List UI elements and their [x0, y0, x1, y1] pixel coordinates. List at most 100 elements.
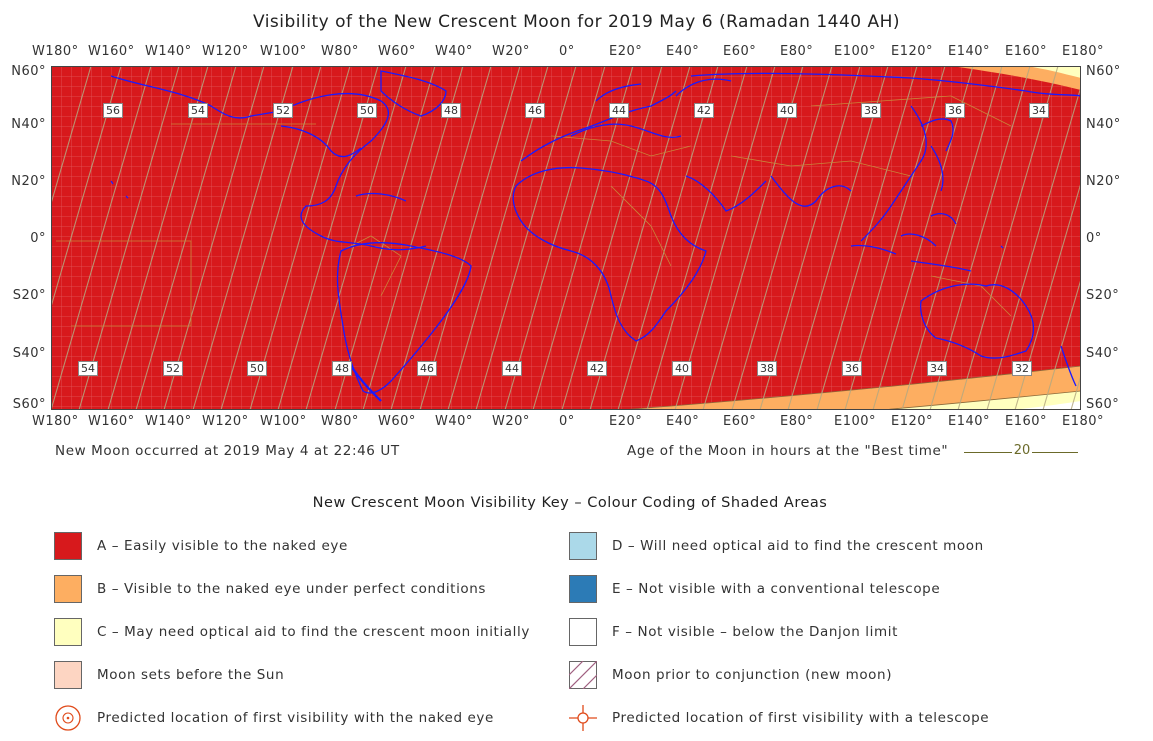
- lon-label: E60°: [723, 414, 757, 429]
- zone-d-swatch: [569, 532, 597, 560]
- crosshair-icon: [569, 705, 597, 731]
- lon-label: W60°: [378, 44, 416, 59]
- age-contour-lines: [51, 66, 1081, 410]
- age-label: 50: [357, 103, 377, 118]
- visibility-map: [51, 66, 1081, 410]
- lon-label: W140°: [145, 44, 192, 59]
- lon-label: E100°: [834, 44, 877, 59]
- hatched-swatch-icon: [569, 661, 597, 689]
- zone-c-region-north: [1026, 66, 1081, 78]
- lat-label: N60°: [11, 64, 46, 79]
- key-label-naked-eye: Predicted location of first visibility w…: [97, 710, 494, 726]
- lon-label: E60°: [723, 44, 757, 59]
- north-america-coast: [110, 75, 427, 251]
- age-label: 40: [777, 103, 797, 118]
- lon-label: W180°: [32, 44, 79, 59]
- circle-dot-icon: [55, 705, 81, 731]
- age-label: 44: [609, 103, 629, 118]
- lat-label: S20°: [12, 288, 46, 303]
- zone-a-swatch: [54, 532, 82, 560]
- age-label: 46: [525, 103, 545, 118]
- lat-label: S40°: [12, 346, 46, 361]
- lon-label: W160°: [88, 414, 135, 429]
- age-label: 42: [587, 361, 607, 376]
- key-label-b: B – Visible to the naked eye under perfe…: [97, 581, 487, 597]
- zone-c-region: [881, 391, 1081, 410]
- lat-label: 0°: [1086, 231, 1102, 246]
- lon-label: W160°: [88, 44, 135, 59]
- age-label: 50: [247, 361, 267, 376]
- age-label: 32: [1012, 361, 1032, 376]
- lon-label: E140°: [948, 44, 991, 59]
- key-label-c: C – May need optical aid to find the cre…: [97, 624, 530, 640]
- lon-label: W60°: [378, 414, 416, 429]
- country-borders: [56, 95, 1012, 327]
- key-label-f: F – Not visible – below the Danjon limit: [612, 624, 898, 640]
- age-label: 40: [672, 361, 692, 376]
- age-label: 54: [188, 103, 208, 118]
- lon-label: W180°: [32, 414, 79, 429]
- lon-label: W120°: [202, 44, 249, 59]
- lon-label: W100°: [260, 44, 307, 59]
- lon-label: W20°: [492, 414, 530, 429]
- map-grid: [51, 66, 1081, 410]
- lon-label: E20°: [609, 44, 643, 59]
- lat-label: S20°: [1086, 288, 1120, 303]
- lon-label: E160°: [1005, 414, 1048, 429]
- lon-label: W40°: [435, 44, 473, 59]
- lon-label: E40°: [666, 44, 700, 59]
- key-label-telescope: Predicted location of first visibility w…: [612, 710, 990, 726]
- age-label: 34: [1029, 103, 1049, 118]
- africa-coast: [512, 166, 707, 342]
- zone-c-swatch: [54, 618, 82, 646]
- age-label: 48: [441, 103, 461, 118]
- age-label: 46: [417, 361, 437, 376]
- lon-label: E160°: [1005, 44, 1048, 59]
- zone-b-swatch: [54, 575, 82, 603]
- lon-label: E180°: [1062, 44, 1105, 59]
- map-title: Visibility of the New Crescent Moon for …: [252, 12, 901, 32]
- lat-label: N20°: [11, 174, 46, 189]
- age-label: 44: [502, 361, 522, 376]
- age-label: 38: [861, 103, 881, 118]
- new-moon-note: New Moon occurred at 2019 May 4 at 22:46…: [55, 443, 400, 459]
- moon-sets-swatch: [54, 661, 82, 689]
- age-legend-value: 20: [1013, 443, 1031, 458]
- lat-label: N40°: [1086, 117, 1121, 132]
- lon-label: W120°: [202, 414, 249, 429]
- lon-label: 0°: [559, 44, 575, 59]
- age-legend-sample: 20: [964, 443, 1080, 461]
- key-label-a: A – Easily visible to the naked eye: [97, 538, 348, 554]
- age-label: 52: [163, 361, 183, 376]
- zone-e-swatch: [569, 575, 597, 603]
- lon-label: E80°: [780, 44, 814, 59]
- lon-label: W80°: [321, 414, 359, 429]
- age-label: 38: [757, 361, 777, 376]
- key-label-prior: Moon prior to conjunction (new moon): [612, 667, 893, 683]
- lon-label: E140°: [948, 414, 991, 429]
- lon-label: W20°: [492, 44, 530, 59]
- age-label: 56: [103, 103, 123, 118]
- lon-label: W100°: [260, 414, 307, 429]
- age-label: 34: [927, 361, 947, 376]
- lon-label: E100°: [834, 414, 877, 429]
- lat-label: N20°: [1086, 174, 1121, 189]
- age-label: 36: [945, 103, 965, 118]
- lat-label: S60°: [12, 397, 46, 412]
- australia-coast: [920, 283, 1035, 359]
- lon-label: W140°: [145, 414, 192, 429]
- zone-d-region: [1011, 401, 1081, 410]
- lon-label: E20°: [609, 414, 643, 429]
- lon-label: E120°: [891, 44, 934, 59]
- lon-label: E120°: [891, 414, 934, 429]
- key-label-moon-sets: Moon sets before the Sun: [97, 667, 285, 683]
- zone-b-region-north: [951, 66, 1081, 90]
- zone-b-region: [621, 366, 1081, 410]
- key-label-e: E – Not visible with a conventional tele…: [612, 581, 941, 597]
- key-label-d: D – Will need optical aid to find the cr…: [612, 538, 984, 554]
- age-label: 36: [842, 361, 862, 376]
- age-legend-text: Age of the Moon in hours at the "Best ti…: [627, 443, 949, 459]
- lat-label: S40°: [1086, 346, 1120, 361]
- lon-label: W80°: [321, 44, 359, 59]
- lon-label: E80°: [780, 414, 814, 429]
